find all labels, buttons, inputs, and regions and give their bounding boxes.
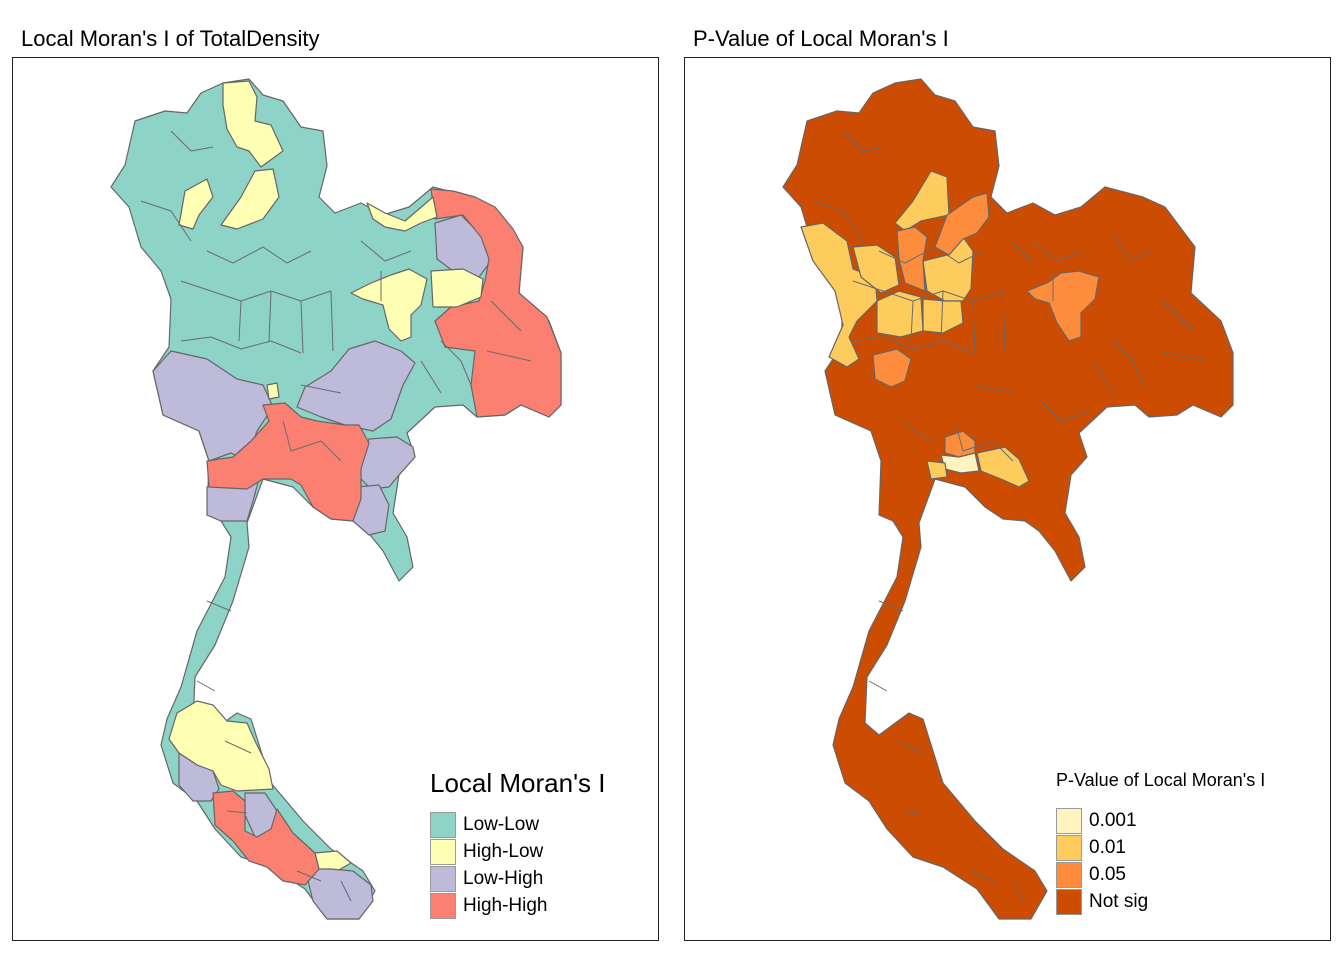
region-p001-d xyxy=(876,290,924,338)
legend-swatch-high-low xyxy=(430,838,456,865)
legend-label-low-low: Low-Low xyxy=(463,813,540,835)
legend-item-high-low: High-Low xyxy=(430,838,606,865)
legend-label-low-high: Low-High xyxy=(463,867,544,889)
region-low-high-central xyxy=(296,340,416,432)
region-p001-a xyxy=(894,170,950,232)
right-map-title: P-Value of Local Moran's I xyxy=(693,26,949,51)
legend-item-not-sig: Not sig xyxy=(1056,888,1265,915)
legend-swatch-high-high xyxy=(430,892,456,919)
province-lines xyxy=(140,130,532,902)
p-value-map xyxy=(782,78,1234,920)
region-low-high-west xyxy=(152,350,274,462)
region-p0001-b xyxy=(926,460,948,480)
region-high-low-ne-1 xyxy=(366,196,438,232)
legend-item-p-005: 0.05 xyxy=(1056,861,1265,888)
region-p001-f xyxy=(922,298,964,334)
legend-label-p-005: 0.05 xyxy=(1089,863,1126,885)
left-legend-title: Local Moran's I xyxy=(430,768,606,798)
legend-label-high-high: High-High xyxy=(463,894,548,916)
legend-item-p-001: 0.01 xyxy=(1056,834,1265,861)
legend-swatch-not-sig xyxy=(1056,888,1082,915)
legend-item-p-0001: 0.001 xyxy=(1056,807,1265,834)
left-map-title: Local Moran's I of TotalDensity xyxy=(21,26,320,51)
legend-label-high-low: High-Low xyxy=(463,840,544,862)
region-high-low-north xyxy=(222,80,284,168)
region-low-high-south-3 xyxy=(304,868,374,920)
legend-swatch-p-0001 xyxy=(1056,807,1082,834)
province-lines-right xyxy=(812,130,1204,902)
region-not-sig-base xyxy=(782,78,1234,920)
region-high-high-central xyxy=(206,402,370,522)
region-high-low-central-dot xyxy=(266,382,280,400)
region-high-low-north-3 xyxy=(178,178,214,230)
legend-label-not-sig: Not sig xyxy=(1089,890,1149,912)
legend-swatch-p-001 xyxy=(1056,834,1082,861)
region-p001-b xyxy=(800,222,878,368)
left-legend: Local Moran's I Low-Low High-Low Low-Hig… xyxy=(418,768,606,919)
region-low-high-northeast xyxy=(434,214,492,278)
legend-label-p-0001: 0.001 xyxy=(1089,809,1137,831)
region-p001-c xyxy=(852,244,900,294)
region-high-high-south xyxy=(212,790,320,886)
right-legend: P-Value of Local Moran's I 0.001 0.01 0.… xyxy=(1056,770,1265,915)
legend-item-low-high: Low-High xyxy=(430,865,606,892)
region-high-low-ne-3 xyxy=(430,268,484,308)
region-high-low-north-2 xyxy=(220,168,280,230)
region-p005-d xyxy=(872,348,912,388)
region-p005-c xyxy=(1026,270,1100,342)
legend-swatch-low-low xyxy=(430,811,456,838)
right-map-frame: P-Value of Local Moran's I 0.001 0.01 0.… xyxy=(684,57,1331,941)
legend-swatch-p-005 xyxy=(1056,861,1082,888)
local-morans-i-map xyxy=(110,78,562,920)
region-low-high-east xyxy=(356,436,416,490)
region-high-low-ne-2 xyxy=(350,268,428,342)
legend-item-high-high: High-High xyxy=(430,892,606,919)
legend-swatch-low-high xyxy=(430,865,456,892)
right-legend-title: P-Value of Local Moran's I xyxy=(1056,770,1266,790)
left-map-frame: Local Moran's I Low-Low High-Low Low-Hig… xyxy=(12,57,659,941)
legend-label-p-001: 0.01 xyxy=(1089,836,1126,858)
region-p001-g xyxy=(976,446,1030,488)
legend-item-low-low: Low-Low xyxy=(430,811,606,838)
